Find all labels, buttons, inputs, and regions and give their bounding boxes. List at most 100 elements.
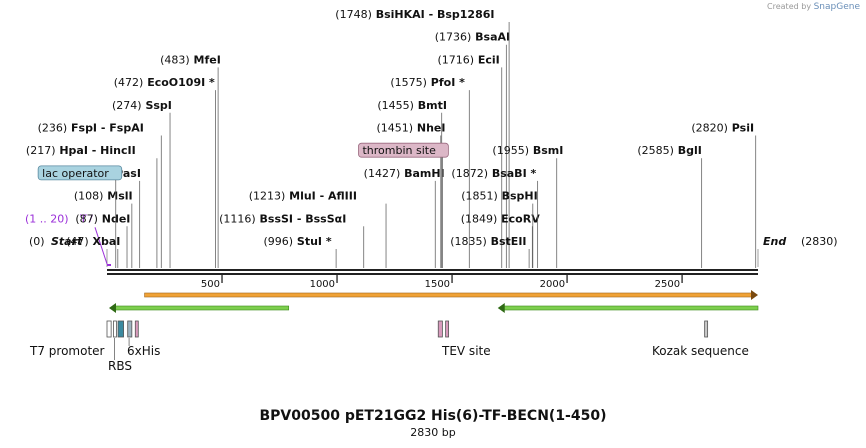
enzyme-name: EciI <box>474 53 500 66</box>
map-title: BPV00500 pET21GG2 His(6)-TF-BECN(1-450) <box>259 408 607 424</box>
restriction-site-label: (1716) EciI <box>437 53 499 66</box>
snapgene-credit: Created by SnapGene <box>767 2 860 12</box>
feature-block[interactable] <box>106 320 112 338</box>
restriction-site-label: (1736) BsaAI <box>435 31 510 44</box>
enzyme-name: BsmI <box>529 144 563 157</box>
restriction-site-label: (1116) BssSI - BssSαI <box>219 212 346 225</box>
feature-name-label: RBS <box>108 359 132 373</box>
end-label: End <box>763 235 786 248</box>
restriction-site-label: (1851) BspHI <box>461 190 538 203</box>
cut-position: (2820) <box>691 122 728 135</box>
green-feature-bar[interactable] <box>503 305 759 311</box>
t7-primer-position: (1 .. 20) <box>25 212 69 225</box>
cut-position: (1748) <box>335 8 372 21</box>
feature-block[interactable] <box>117 320 124 338</box>
cut-position: (1849) <box>461 212 498 225</box>
restriction-site-label: (996) StuI * <box>264 235 332 248</box>
feature-name-label: 6xHis <box>127 344 160 358</box>
restriction-site-label: (1748) BsiHKAI - Bsp1286I <box>335 8 494 21</box>
cut-position: (2585) <box>637 144 674 157</box>
cut-position: (236) <box>38 122 68 135</box>
enzyme-name: FspI <box>67 122 97 135</box>
restriction-site-label: (2820) PsiI <box>691 122 754 135</box>
restriction-site-label: (483) MfeI <box>160 53 221 66</box>
feature-block[interactable] <box>437 320 443 338</box>
cut-position: (87) <box>75 212 98 225</box>
feature-block[interactable] <box>445 320 450 338</box>
restriction-site-label: (1849) EcoRV <box>461 212 540 225</box>
enzyme-name: NdeI <box>98 212 130 225</box>
cut-position: (274) <box>112 99 142 112</box>
green-feature-bar[interactable] <box>114 305 290 311</box>
orange-feature-bar[interactable] <box>144 292 753 298</box>
tick-label: 500 <box>201 279 220 290</box>
restriction-site-label: (1872) BsaBI * <box>451 167 536 180</box>
cut-position: (1427) <box>364 167 401 180</box>
tick-label: 1500 <box>425 279 450 290</box>
restriction-site-label: (236) FspI - FspAI <box>38 122 144 135</box>
cut-position: (483) <box>160 53 190 66</box>
credit-prefix: Created by <box>767 2 812 11</box>
restriction-site-label: (1835) BstEII <box>450 235 526 248</box>
feature-label-text: lac operator <box>42 167 109 180</box>
end-position: (2830) <box>801 235 838 248</box>
enzyme-name: - Bsp1286I <box>425 8 495 21</box>
cut-position: (217) <box>26 144 56 157</box>
cut-position: (108) <box>74 190 104 203</box>
enzyme-name: - FspAI <box>97 122 144 135</box>
enzyme-name: SspI <box>142 99 172 112</box>
restriction-site-label: (1955) BsmI <box>492 144 563 157</box>
enzyme-name: BssSI <box>256 212 293 225</box>
snapgene-logo-text: SnapGene <box>813 2 860 12</box>
backbone-top-strand <box>107 269 758 271</box>
restriction-site-label: (1575) PfoI * <box>390 76 465 89</box>
restriction-site-label: (1451) NheI <box>376 122 445 135</box>
map-length: 2830 bp <box>410 426 456 439</box>
feature-name-label: Kozak sequence <box>652 344 749 358</box>
tick-label: 1000 <box>310 279 335 290</box>
feature-label-text: thrombin site <box>362 144 436 157</box>
green-arrow-head <box>109 303 116 313</box>
feature-block[interactable] <box>134 320 139 338</box>
restriction-site-label: (87) NdeI <box>75 212 130 225</box>
cut-position: (1872) <box>451 167 488 180</box>
tick-label: 2500 <box>655 279 680 290</box>
enzyme-name: - HincII <box>88 144 136 157</box>
enzyme-name: - BssSαI <box>293 212 346 225</box>
tick-label: 2000 <box>540 279 565 290</box>
cut-position: (1575) <box>390 76 427 89</box>
cut-position: (1455) <box>377 99 414 112</box>
cut-position: (1835) <box>450 235 487 248</box>
feature-block[interactable] <box>127 320 133 338</box>
cut-position: (1851) <box>461 190 498 203</box>
enzyme-name: StuI * <box>293 235 332 248</box>
enzyme-name: BmtI <box>414 99 447 112</box>
restriction-site-label: (47) XbaI <box>66 235 120 248</box>
feature-name-label: TEV site <box>441 344 491 358</box>
restriction-site-label: (1213) MluI - AflIII <box>249 190 357 203</box>
cut-position: (47) <box>66 235 89 248</box>
enzyme-name: EcoO109I * <box>143 76 215 89</box>
cut-position: (1451) <box>376 122 413 135</box>
start-position: (0) <box>29 235 45 248</box>
feature-label-box[interactable] <box>37 165 123 181</box>
enzyme-name: PsiI <box>728 122 754 135</box>
start-label: Start <box>51 235 83 248</box>
feature-label-box[interactable] <box>358 142 449 158</box>
enzyme-name: BsaAI <box>471 31 510 44</box>
t7-primer-leader <box>94 227 108 265</box>
feature-block[interactable] <box>704 320 709 338</box>
backbone-bottom-strand <box>107 273 758 275</box>
enzyme-name: HpaI <box>56 144 88 157</box>
enzyme-name: BglI <box>674 144 702 157</box>
enzyme-name: - AflIII <box>316 190 357 203</box>
enzyme-name: MfeI <box>190 53 221 66</box>
cut-position: (472) <box>114 76 144 89</box>
feature-block[interactable] <box>113 320 117 338</box>
restriction-site-label: (2585) BglI <box>637 144 702 157</box>
green-arrow-head <box>497 303 505 313</box>
restriction-site-label: (472) EcoO109I * <box>114 76 215 89</box>
cut-position: (1213) <box>249 190 286 203</box>
enzyme-name: XbaI <box>89 235 121 248</box>
restriction-site-label: (217) HpaI - HincII <box>26 144 136 157</box>
